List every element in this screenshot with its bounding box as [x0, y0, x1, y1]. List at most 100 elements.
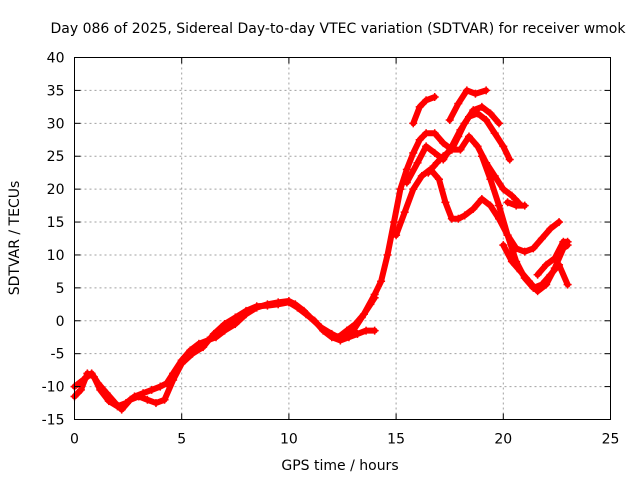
data-point-marker [209, 329, 218, 338]
data-point-marker [456, 145, 465, 154]
data-point-marker [409, 185, 418, 194]
data-point-marker [542, 260, 551, 269]
data-point-marker [199, 343, 208, 352]
series-track-9 [499, 241, 572, 296]
series-line [410, 94, 438, 127]
data-point-marker [469, 204, 478, 213]
data-point-marker [422, 96, 431, 105]
data-point-marker [454, 132, 463, 141]
data-point-marker [439, 152, 448, 161]
data-point-marker [503, 198, 512, 207]
data-point-marker [151, 399, 160, 408]
data-point-marker [477, 195, 486, 204]
data-point-marker [415, 135, 424, 144]
x-tick-label: 20 [494, 432, 512, 448]
data-point-marker [520, 201, 529, 210]
data-point-marker [377, 277, 386, 286]
data-point-marker [231, 313, 240, 322]
data-point-marker [537, 234, 546, 243]
series-track-2 [70, 298, 379, 414]
data-point-marker [499, 241, 508, 250]
data-point-marker [389, 218, 398, 227]
x-tick-labels: 0 5 10 15 20 25 [70, 432, 619, 448]
data-point-marker [516, 267, 525, 276]
data-point-marker [486, 201, 495, 210]
data-point-marker [499, 185, 508, 194]
data-point-marker [353, 329, 362, 338]
data-point-marker [263, 301, 272, 310]
data-point-marker [533, 270, 542, 279]
data-point-marker [349, 326, 358, 335]
data-point-marker [507, 191, 516, 200]
x-tick-label: 15 [387, 432, 405, 448]
data-point-marker [473, 142, 482, 151]
data-point-marker [430, 148, 439, 157]
series-line [425, 103, 502, 176]
data-point-marker [366, 300, 375, 309]
data-point-marker [220, 320, 229, 329]
data-point-marker [357, 313, 366, 322]
series-track-1 [70, 129, 523, 411]
data-point-marker [512, 201, 521, 210]
data-point-marker [563, 280, 572, 289]
data-point-marker [441, 198, 450, 207]
data-point-marker [413, 158, 422, 167]
data-point-marker [177, 359, 186, 368]
series-track-11 [503, 198, 529, 210]
y-tick-label: 20 [47, 182, 65, 198]
data-point-marker [188, 349, 197, 358]
data-point-marker [126, 395, 135, 404]
data-point-marker [462, 86, 471, 95]
data-point-marker [482, 86, 491, 95]
data-point-marker [160, 395, 169, 404]
data-point-marker [430, 92, 439, 101]
data-point-marker [409, 148, 418, 157]
data-point-marker [507, 257, 516, 266]
data-point-marker [447, 145, 456, 154]
y-tick-label: 35 [47, 83, 65, 99]
data-point-marker [156, 382, 165, 391]
data-point-marker [370, 326, 379, 335]
series-track-4 [392, 165, 564, 256]
data-point-marker [555, 218, 564, 227]
data-point-marker [415, 102, 424, 111]
data-point-marker [490, 129, 499, 138]
y-tick-label: 25 [47, 149, 65, 165]
chart-title: Day 086 of 2025, Sidereal Day-to-day VTE… [51, 21, 627, 37]
data-point-marker [477, 152, 486, 161]
data-point-marker [454, 99, 463, 108]
series-line [71, 130, 522, 410]
tick-marks [74, 57, 611, 420]
data-point-marker [102, 389, 111, 398]
y-axis-label: SDTVAR / TECUs [7, 181, 23, 296]
data-point-marker [284, 298, 293, 307]
data-point-marker [529, 244, 538, 253]
data-point-marker [402, 178, 411, 187]
data-point-marker [417, 171, 426, 180]
data-point-marker [252, 302, 261, 311]
series-line [71, 299, 378, 413]
data-point-marker [310, 316, 319, 325]
data-point-marker [383, 250, 392, 259]
data-point-marker [370, 293, 379, 302]
data-point-marker [503, 231, 512, 240]
data-point-marker [469, 106, 478, 115]
y-tick-label: 15 [47, 215, 65, 231]
data-point-marker [471, 89, 480, 98]
data-point-marker [327, 333, 336, 342]
series-line [393, 166, 562, 255]
data-point-marker [302, 310, 311, 319]
data-point-marker [460, 119, 469, 128]
data-point-marker [422, 142, 431, 151]
data-point-marker [430, 129, 439, 138]
data-point-marker [454, 214, 463, 223]
y-tick-label: -5 [51, 347, 65, 363]
data-point-marker [520, 247, 529, 256]
data-point-marker [477, 102, 486, 111]
data-point-marker [400, 208, 409, 217]
data-point-marker [293, 303, 302, 312]
series-track-10 [533, 237, 572, 279]
data-point-marker [499, 142, 508, 151]
data-point-marker [392, 231, 401, 240]
